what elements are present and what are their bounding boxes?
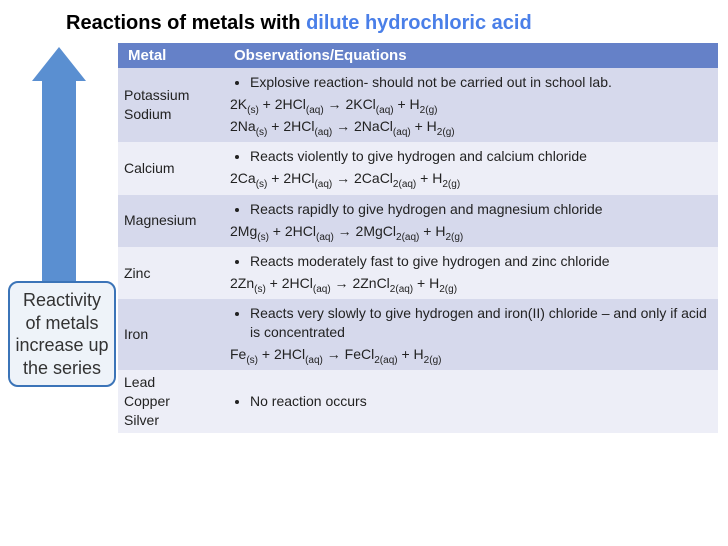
reactivity-arrow-block: Reactivity of metals increase up the ser… [8, 43, 112, 503]
equation-subscript: (aq) [305, 355, 323, 366]
col-metal: Metal [118, 43, 224, 68]
observation-cell: Reacts rapidly to give hydrogen and magn… [224, 195, 718, 247]
observation-list: Reacts rapidly to give hydrogen and magn… [230, 200, 710, 219]
observation-bullet: Reacts very slowly to give hydrogen and … [250, 304, 710, 342]
equation-subscript: (aq) [314, 127, 332, 138]
observation-cell: Reacts violently to give hydrogen and ca… [224, 142, 718, 194]
table-row: Magnesium Reacts rapidly to give hydrogen… [118, 195, 718, 247]
metal-name: Silver [124, 411, 216, 430]
equation-subscript: (s) [257, 231, 269, 242]
observation-list: Reacts moderately fast to give hydrogen … [230, 252, 710, 271]
equation-subscript: 2(g) [442, 179, 460, 190]
equation-subscript: 2(aq) [396, 231, 419, 242]
metal-cell: PotassiumSodium [118, 68, 224, 142]
metal-name: Sodium [124, 105, 216, 124]
metal-name: Magnesium [124, 211, 216, 230]
metal-name: Potassium [124, 86, 216, 105]
equation-subscript: 2(aq) [374, 355, 397, 366]
arrow-shaft [42, 79, 76, 281]
table-row: Zinc Reacts moderately fast to give hydro… [118, 247, 718, 299]
equation-subscript: (s) [247, 105, 259, 116]
metal-cell: Iron [118, 299, 224, 370]
equation-subscript: (s) [246, 355, 258, 366]
table-body: PotassiumSodium Explosive reaction- shoul… [118, 68, 718, 433]
equation-subscript: (aq) [313, 284, 331, 295]
equation-subscript: 2(g) [437, 127, 455, 138]
equation: 2K(s) + 2HCl(aq) → 2KCl(aq) + H2(g) [230, 95, 710, 117]
equation-subscript: (s) [256, 127, 268, 138]
metal-name: Lead [124, 373, 216, 392]
equation-subscript: (aq) [376, 105, 394, 116]
observation-bullet: Reacts violently to give hydrogen and ca… [250, 147, 710, 166]
observation-cell: No reaction occurs [224, 370, 718, 433]
observation-bullet: Reacts moderately fast to give hydrogen … [250, 252, 710, 271]
table-row: Calcium Reacts violently to give hydrogen… [118, 142, 718, 194]
metal-name: Copper [124, 392, 216, 411]
observation-bullet: Reacts rapidly to give hydrogen and magn… [250, 200, 710, 219]
metal-name: Calcium [124, 159, 216, 178]
equation-subscript: (aq) [316, 231, 334, 242]
equation-subscript: 2(g) [424, 355, 442, 366]
observation-list: Reacts violently to give hydrogen and ca… [230, 147, 710, 166]
page-title: Reactions of metals with dilute hydrochl… [66, 12, 718, 35]
equation: 2Ca(s) + 2HCl(aq) → 2CaCl2(aq) + H2(g) [230, 169, 710, 191]
equation-subscript: (aq) [314, 179, 332, 190]
observation-cell: Reacts moderately fast to give hydrogen … [224, 247, 718, 299]
metal-name: Iron [124, 325, 216, 344]
table-row: Iron Reacts very slowly to give hydrogen … [118, 299, 718, 370]
metal-name: Zinc [124, 264, 216, 283]
col-observations: Observations/Equations [224, 43, 718, 68]
title-prefix: Reactions of metals with [66, 12, 306, 34]
equation-subscript: 2(aq) [393, 179, 416, 190]
equation-subscript: (aq) [393, 127, 411, 138]
equation: 2Zn(s) + 2HCl(aq) → 2ZnCl2(aq) + H2(g) [230, 274, 710, 296]
observation-bullet: Explosive reaction- should not be carrie… [250, 73, 710, 92]
equation-subscript: (aq) [306, 105, 324, 116]
equation: Fe(s) + 2HCl(aq) → FeCl2(aq) + H2(g) [230, 345, 710, 367]
equation-subscript: 2(aq) [390, 284, 413, 295]
observation-cell: Reacts very slowly to give hydrogen and … [224, 299, 718, 370]
slide: Reactions of metals with dilute hydrochl… [0, 0, 728, 441]
observation-bullet: No reaction occurs [250, 392, 710, 411]
content-layout: Reactivity of metals increase up the ser… [6, 43, 718, 433]
observation-cell: Explosive reaction- should not be carrie… [224, 68, 718, 142]
equation: 2Na(s) + 2HCl(aq) → 2NaCl(aq) + H2(g) [230, 117, 710, 139]
metal-cell: Zinc [118, 247, 224, 299]
equation-subscript: 2(g) [439, 284, 457, 295]
equation-subscript: 2(g) [445, 231, 463, 242]
table-row: PotassiumSodium Explosive reaction- shoul… [118, 68, 718, 142]
metal-cell: Magnesium [118, 195, 224, 247]
observation-list: No reaction occurs [230, 392, 710, 411]
table-row: LeadCopperSilver No reaction occurs [118, 370, 718, 433]
equation: 2Mg(s) + 2HCl(aq) → 2MgCl2(aq) + H2(g) [230, 222, 710, 244]
table-header-row: Metal Observations/Equations [118, 43, 718, 68]
reactions-table: Metal Observations/Equations PotassiumSo… [118, 43, 718, 433]
equation-subscript: (s) [254, 284, 266, 295]
equation-subscript: 2(g) [420, 105, 438, 116]
metal-cell: Calcium [118, 142, 224, 194]
metal-cell: LeadCopperSilver [118, 370, 224, 433]
arrow-up-icon [32, 47, 86, 81]
observation-list: Explosive reaction- should not be carrie… [230, 73, 710, 92]
equation-subscript: (s) [256, 179, 268, 190]
title-accent: dilute hydrochloric acid [306, 12, 532, 34]
reactivity-label: Reactivity of metals increase up the ser… [8, 281, 116, 387]
observation-list: Reacts very slowly to give hydrogen and … [230, 304, 710, 342]
